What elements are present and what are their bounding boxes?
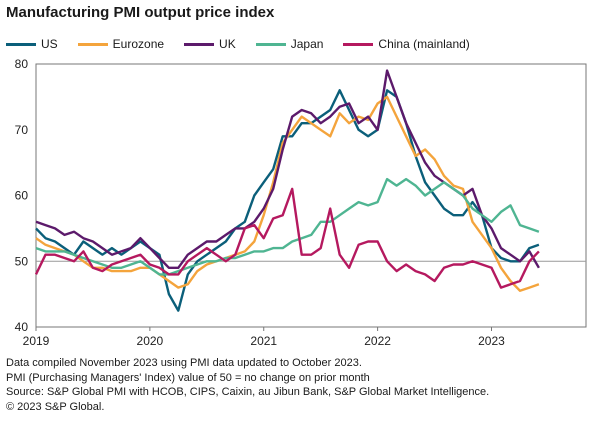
footer-line-copyright: © 2023 S&P Global. (6, 400, 105, 413)
legend-item-china: China (mainland) (343, 37, 470, 51)
legend-swatch-japan (255, 42, 286, 46)
footer-line-pmi-definition: PMI (Purchasing Managers' Index) value o… (6, 371, 370, 384)
y-tick-label: 80 (15, 57, 29, 71)
legend-label-eurozone: Eurozone (112, 37, 165, 51)
footer-line-data-compiled: Data compiled November 2023 using PMI da… (6, 357, 362, 369)
legend-item-japan: Japan (255, 37, 324, 51)
legend-label-us: US (41, 37, 58, 51)
legend-swatch-eurozone (77, 42, 108, 46)
legend-label-china: China (mainland) (378, 37, 470, 51)
y-tick-label: 70 (15, 123, 29, 137)
x-tick-label: 2022 (364, 334, 391, 348)
x-tick-label: 2020 (137, 334, 164, 348)
legend-swatch-us (6, 42, 36, 46)
legend-swatch-uk (184, 42, 215, 46)
footer-notes: Data compiled November 2023 using PMI da… (6, 356, 489, 414)
footer-line-source: Source: S&P Global PMI with HCOB, CIPS, … (6, 386, 490, 398)
series-line-uk (35, 69, 540, 269)
legend-label-japan: Japan (290, 37, 324, 51)
x-tick-label: 2023 (478, 334, 505, 348)
chart-title: Manufacturing PMI output price index (6, 4, 275, 21)
series-line-china-mainland (34, 187, 540, 289)
legend-item-eurozone: Eurozone (77, 37, 165, 51)
y-tick-label: 60 (15, 189, 29, 203)
legend-label-uk: UK (219, 37, 236, 51)
x-tick-label: 2019 (23, 334, 50, 348)
legend: US Eurozone UK Japan China (mainland) (6, 37, 490, 51)
x-tick-label: 2021 (250, 334, 277, 348)
legend-swatch-china (343, 42, 374, 46)
plot-area-frame (35, 63, 587, 328)
legend-item-us: US (6, 37, 58, 51)
legend-item-uk: UK (184, 37, 236, 51)
y-tick-label: 40 (15, 320, 29, 334)
y-tick-label: 50 (15, 254, 29, 268)
series-line-japan (35, 177, 540, 276)
